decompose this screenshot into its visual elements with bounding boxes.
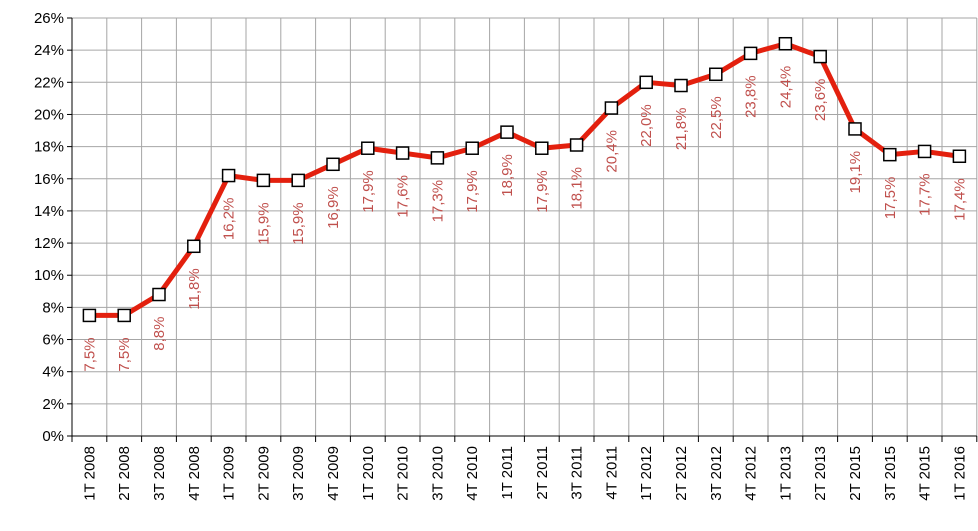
marker <box>674 78 688 93</box>
data-label: 17,9% <box>534 170 551 213</box>
x-tick-label: 4T 2010 <box>464 446 481 501</box>
marker <box>430 151 445 165</box>
x-tick-label: 2T 2015 <box>847 446 864 501</box>
marker <box>117 308 131 323</box>
data-label: 8,8% <box>151 317 168 351</box>
data-label: 17,9% <box>464 170 481 213</box>
data-label: 21,8% <box>673 108 690 151</box>
data-label: 15,9% <box>255 202 272 245</box>
x-tick-label: 4T 2008 <box>186 446 203 501</box>
data-label: 17,6% <box>395 175 412 218</box>
marker <box>569 138 584 152</box>
x-tick-label: 3T 2011 <box>569 446 586 500</box>
marker <box>465 141 479 155</box>
data-label: 11,8% <box>186 268 203 309</box>
y-tick-label: 26% <box>34 10 64 27</box>
marker <box>883 147 897 162</box>
data-label: 20,4% <box>603 130 620 173</box>
marker <box>848 122 862 136</box>
marker <box>291 173 305 188</box>
x-tick-label: 4T 2009 <box>325 446 342 501</box>
y-tick-label: 16% <box>34 171 64 188</box>
x-tick-label: 1T 2008 <box>81 446 98 501</box>
data-label: 18,1% <box>569 167 586 210</box>
data-label: 17,5% <box>882 177 899 220</box>
x-tick-label: 2T 2008 <box>116 446 133 501</box>
x-tick-label: 1T 2016 <box>951 446 968 501</box>
marker <box>639 75 653 90</box>
data-label: 16,2% <box>221 198 238 241</box>
marker <box>952 149 967 164</box>
marker <box>917 144 932 159</box>
y-tick-label: 8% <box>42 299 64 316</box>
data-label: 17,4% <box>951 178 968 221</box>
x-tick-label: 1T 2009 <box>221 446 238 501</box>
x-tick-label: 3T 2009 <box>290 446 307 501</box>
x-tick-label: 3T 2015 <box>882 446 899 501</box>
marker <box>361 141 375 155</box>
y-tick-label: 20% <box>34 106 64 123</box>
marker <box>813 49 827 64</box>
marker <box>152 287 166 302</box>
y-tick-label: 0% <box>42 428 64 445</box>
x-tick-label: 2T 2009 <box>255 446 272 501</box>
y-tick-label: 12% <box>34 235 64 252</box>
data-label: 18,9% <box>499 154 516 197</box>
data-label: 17,9% <box>360 170 377 213</box>
x-tick-label: 2T 2010 <box>395 446 412 501</box>
x-tick-label: 1T 2012 <box>638 446 655 501</box>
marker <box>535 141 549 155</box>
x-tick-label: 4T 2012 <box>743 446 760 501</box>
marker <box>395 146 410 160</box>
x-tick-label: 2T 2011 <box>534 446 551 500</box>
data-label: 22,0% <box>638 104 655 147</box>
data-label: 23,8% <box>743 75 760 118</box>
marker <box>82 308 97 323</box>
marker <box>709 67 723 82</box>
data-label: 15,9% <box>290 202 307 245</box>
x-tick-label: 2T 2013 <box>812 446 829 501</box>
data-label: 22,5% <box>708 96 725 139</box>
marker <box>778 36 793 51</box>
x-tick-label: 2T 2012 <box>673 446 690 501</box>
y-tick-label: 4% <box>42 364 64 381</box>
x-tick-label: 1T 2010 <box>360 446 377 501</box>
data-label: 23,6% <box>812 79 829 122</box>
marker <box>326 157 340 172</box>
x-tick-label: 3T 2012 <box>708 446 725 501</box>
x-tick-label: 4T 2011 <box>603 446 620 500</box>
data-label: 24,4% <box>777 66 794 109</box>
marker <box>604 101 619 115</box>
y-tick-label: 14% <box>34 203 64 220</box>
marker <box>500 125 514 139</box>
marker <box>221 168 236 183</box>
y-tick-label: 6% <box>42 332 64 349</box>
data-label: 7,5% <box>116 337 133 371</box>
marker <box>256 173 271 188</box>
data-label: 19,1% <box>847 151 864 194</box>
y-tick-label: 18% <box>34 139 64 156</box>
data-label: 7,5% <box>81 337 98 371</box>
x-tick-label: 1T 2011 <box>499 446 516 500</box>
x-tick-label: 1T 2013 <box>777 446 794 501</box>
data-label: 17,3% <box>429 180 446 223</box>
y-tick-label: 2% <box>42 396 64 413</box>
y-tick-label: 10% <box>34 267 64 284</box>
y-tick-label: 24% <box>34 42 64 59</box>
marker <box>187 239 201 254</box>
x-tick-label: 4T 2015 <box>917 446 934 501</box>
x-tick-label: 3T 2010 <box>429 446 446 501</box>
x-tick-label: 3T 2008 <box>151 446 168 501</box>
data-label: 16,9% <box>325 186 342 229</box>
marker <box>743 46 758 61</box>
y-tick-label: 22% <box>34 74 64 91</box>
data-label: 17,7% <box>917 173 934 216</box>
